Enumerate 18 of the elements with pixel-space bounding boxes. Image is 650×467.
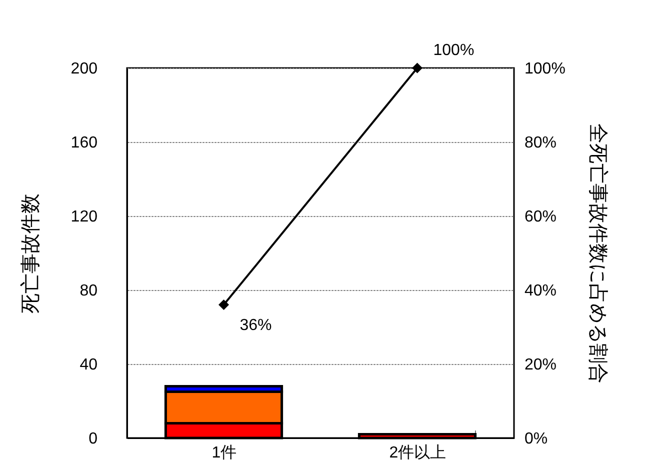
y2-tick-label: 60% [524, 208, 557, 226]
y-tick-label: 80 [80, 282, 98, 300]
y2-tick-label: 20% [524, 356, 557, 374]
y2-tick-label: 100% [524, 60, 566, 78]
y2-tick-label: 0% [524, 430, 548, 448]
y-axis-title: 死亡事故件数 [20, 194, 42, 314]
y-tick-label: 0 [88, 430, 98, 448]
y2-axis-title: 全死亡事故件数に占める割合 [586, 124, 608, 384]
x-tick-label: 1件 [212, 444, 237, 462]
y2-tick-label: 80% [524, 134, 557, 152]
data-label: 36% [240, 316, 272, 334]
data-label: 100% [433, 42, 474, 59]
x-tick-label: 2件以上 [389, 444, 446, 462]
y-tick-label: 160 [70, 134, 98, 152]
y-tick-label: 200 [70, 60, 98, 78]
y-tick-label: 40 [80, 356, 98, 374]
y2-tick-label: 40% [524, 282, 557, 300]
y-tick-label: 120 [70, 208, 98, 226]
